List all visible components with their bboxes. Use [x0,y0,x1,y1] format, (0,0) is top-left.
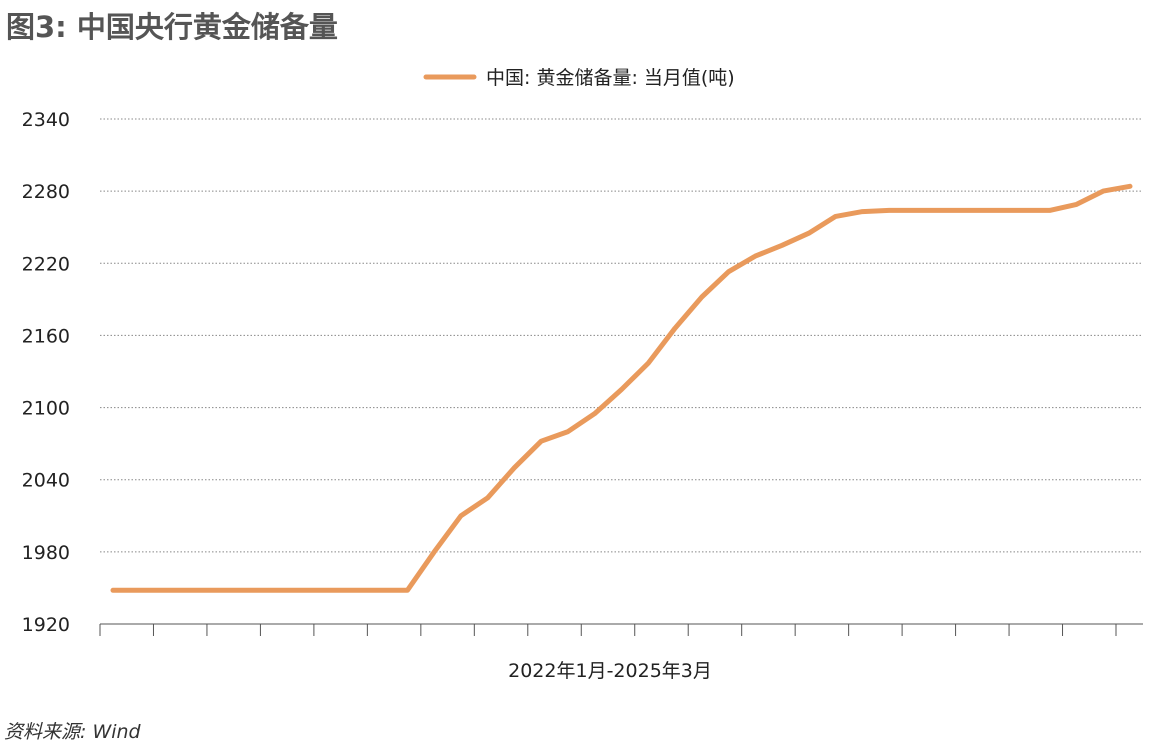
y-tick-label: 1920 [22,614,70,636]
y-tick-label: 2160 [22,325,70,347]
legend: 中国: 黄金储备量: 当月值(吨) [423,67,735,89]
y-tick-label: 2100 [22,398,70,420]
y-tick-label: 1980 [22,542,70,564]
gridlines [100,118,1143,553]
x-axis [99,623,1143,636]
series-line [110,183,1133,593]
series-layer [110,183,1133,593]
figure-title: 图3: 中国央行黄金储备量 [6,10,338,44]
x-axis-label: 2022年1月-2025年3月 [508,660,712,682]
legend-label: 中国: 黄金储备量: 当月值(吨) [486,67,735,89]
y-tick-label: 2280 [22,181,70,203]
source-note: 资料来源: Wind [4,721,141,743]
y-axis-ticks: 1920 1980 2040 2100 2160 2220 2280 2340 [22,109,70,636]
y-tick-label: 2220 [22,253,70,275]
y-tick-label: 2340 [22,109,70,131]
y-tick-label: 2040 [22,470,70,492]
